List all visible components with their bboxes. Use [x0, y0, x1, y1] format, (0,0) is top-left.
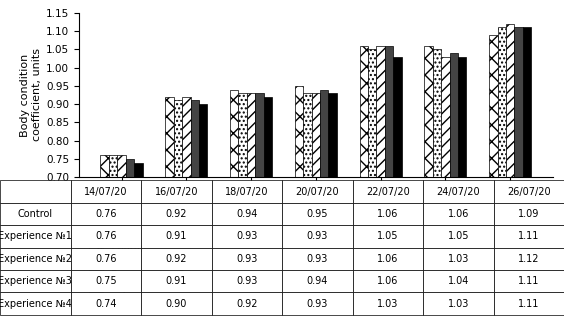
Bar	[109, 155, 117, 322]
Bar	[497, 27, 506, 322]
Legend: Control, Experience №1, Experience №2, Experience №3, Experience №4: Control, Experience №1, Experience №2, E…	[84, 240, 190, 311]
Bar	[360, 46, 368, 322]
Bar	[295, 86, 303, 322]
Bar	[199, 104, 208, 322]
Bar	[100, 155, 109, 322]
Bar	[255, 93, 264, 322]
Bar	[312, 93, 320, 322]
Bar	[489, 35, 497, 322]
Bar	[247, 93, 255, 322]
Bar	[117, 155, 126, 322]
Bar	[523, 27, 531, 322]
X-axis label: Date: Date	[299, 204, 332, 217]
Bar	[376, 46, 385, 322]
Bar	[239, 93, 247, 322]
Bar	[424, 46, 433, 322]
Y-axis label: Body condition
coefficient, units: Body condition coefficient, units	[20, 49, 42, 141]
Bar	[134, 163, 143, 322]
Bar	[126, 159, 134, 322]
Bar	[191, 100, 199, 322]
Bar	[320, 90, 328, 322]
Bar	[230, 90, 239, 322]
Bar	[393, 57, 402, 322]
Bar	[450, 53, 458, 322]
Bar	[506, 24, 514, 322]
Bar	[433, 49, 441, 322]
Bar	[458, 57, 466, 322]
Bar	[264, 97, 272, 322]
Bar	[165, 97, 174, 322]
Bar	[514, 27, 523, 322]
Bar	[174, 100, 182, 322]
Bar	[303, 93, 312, 322]
Bar	[441, 57, 450, 322]
Bar	[182, 97, 191, 322]
Bar	[385, 46, 393, 322]
Bar	[368, 49, 376, 322]
Bar	[328, 93, 337, 322]
